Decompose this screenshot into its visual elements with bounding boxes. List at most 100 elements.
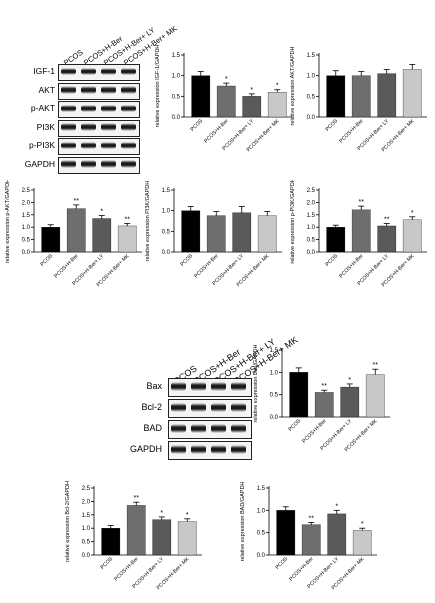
bar-pcos-h-ber-ly [340, 386, 360, 418]
blot-band [81, 67, 96, 76]
blot-band [61, 160, 76, 168]
chart-pi3k: relative expression PI3K/GAPDH 0.0 0.5 1.0 1… [145, 181, 282, 288]
blot-band [101, 86, 116, 94]
y-tick-label: 1.5 [307, 53, 316, 59]
y-tick-label: 1.0 [257, 508, 266, 514]
y-tick-label: 0.0 [270, 415, 279, 421]
blot-row-label-bax: Bax [146, 381, 162, 391]
blot-strip-akt [58, 82, 140, 100]
x-tick-label-pcos-h-ber: PCOS+H-Ber [113, 556, 140, 583]
chart-akt: relative expression AKT/GAPDH 0.0 0.5 1.0 1.… [290, 47, 427, 153]
x-tick-label-pcos-h-ber: PCOS+H-Ber [288, 556, 315, 583]
x-tick-label-pcos: PCOS [40, 253, 55, 268]
y-tick-label: 0.0 [307, 115, 316, 121]
blot-strip-pi3k [58, 119, 140, 137]
significance-marker: * [186, 512, 189, 519]
blot-band [121, 104, 136, 113]
blot-row-label-gapdh: GAPDH [129, 444, 162, 454]
y-axis-label: relative expression IGF-1/GAPDH [155, 45, 161, 127]
blot-row-label-akt: AKT [38, 84, 55, 95]
significance-marker: * [250, 87, 253, 94]
bar-pcos-h-ber [66, 208, 86, 253]
bar-pcos-h-ber-mk [402, 219, 422, 253]
bar-pcos-h-ber-mk [257, 215, 277, 253]
blot-band [191, 445, 206, 454]
y-tick-label: 1.0 [307, 225, 316, 231]
y-tick-label: 2.0 [307, 200, 316, 206]
blot-band [231, 403, 246, 412]
blot-row-label-gapdh: GAPDH [24, 158, 55, 169]
significance-marker: * [411, 210, 414, 217]
x-tick-label-pcos-h-ber: PCOS+H-Ber [338, 253, 365, 280]
y-tick-label: 1.5 [270, 348, 279, 354]
y-tick-label: 1.0 [82, 526, 91, 532]
blot-row-label-bcl-2: Bcl-2 [141, 402, 162, 412]
significance-marker: ** [74, 198, 80, 205]
bar-pcos-h-ber-mk [177, 521, 197, 556]
y-tick-label: 1.5 [172, 53, 181, 59]
y-axis-label: relative expression p-PI3K/GAPDH [290, 180, 296, 264]
y-tick-label: 2.5 [22, 188, 31, 194]
blot-row-label-bad: BAD [143, 423, 162, 433]
blot-band [101, 67, 116, 76]
significance-marker: ** [359, 199, 365, 206]
bar-pcos-h-ber-ly [232, 212, 252, 253]
y-tick-label: 1.0 [162, 209, 171, 215]
y-axis-label: relative expression p-AKT/GAPDH [5, 180, 11, 263]
bar-pcos-h-ber-mk [117, 225, 137, 253]
bar-pcos-h-ber [301, 524, 321, 556]
bar-pcos-h-ber [216, 85, 236, 118]
significance-marker: * [348, 377, 351, 384]
bar-pcos-h-ber-mk [267, 92, 287, 118]
blot-band [231, 382, 246, 391]
y-tick-label: 2.0 [22, 200, 31, 206]
blot-strip-igf-1 [58, 64, 140, 81]
y-tick-label: 2.5 [82, 486, 91, 492]
y-tick-label: 0.0 [257, 553, 266, 559]
y-tick-label: 0.5 [22, 238, 31, 244]
y-tick-label: 1.0 [172, 74, 181, 80]
bar-pcos [276, 510, 296, 556]
blot-row-label-pi3k: PI3K [36, 121, 55, 132]
bar-pcos-h-ber-ly [152, 519, 172, 556]
blot-band [61, 123, 76, 131]
chart-bcl2: relative expression Bcl-2/GAPDH 0.0 0.5 1.0… [65, 481, 202, 591]
blot-strip-p-akt [58, 101, 140, 118]
significance-marker: ** [373, 362, 379, 369]
bar-pcos [289, 372, 309, 418]
blot-band [121, 160, 136, 168]
significance-marker: * [160, 510, 163, 517]
y-tick-label: 2.0 [82, 499, 91, 505]
western-blot-bottom: PCOS PCOS+H-Ber PCOS+H-Ber+ LY PCOS+H-Ber+ … [120, 320, 300, 470]
blot-row-label-p-akt: p-AKT [30, 103, 55, 114]
x-tick-label-pcos: PCOS [325, 118, 340, 133]
blot-row-label-igf-1: IGF-1 [33, 66, 55, 77]
x-tick-label-pcos: PCOS [180, 253, 195, 268]
blot-band [101, 160, 116, 168]
y-tick-label: 0.0 [82, 553, 91, 559]
x-tick-label-pcos: PCOS [190, 118, 205, 133]
chart-bad: relative expression BAD/GAPDH 0.0 0.5 1.0 1.… [240, 482, 377, 591]
bar-pcos-h-ber-mk [402, 69, 422, 118]
bar-pcos-h-ber-ly [92, 218, 112, 253]
chart-p-akt: relative expression p-AKT/GAPDH 0.0 0.5 1.0… [5, 180, 142, 288]
y-tick-label: 0.0 [162, 250, 171, 256]
y-tick-label: 0.5 [257, 531, 266, 537]
y-tick-label: 0.5 [162, 229, 171, 235]
blot-strip-gapdh [168, 441, 252, 460]
significance-marker: * [225, 76, 228, 83]
bar-pcos [326, 227, 346, 253]
x-tick-label-pcos-h-ber: PCOS+H-Ber [203, 118, 230, 145]
blot-band [171, 445, 186, 454]
y-axis-label: relative expression BAD/GAPDH [240, 482, 246, 562]
bar-pcos-h-ber-mk [365, 374, 385, 418]
blot-band [101, 123, 116, 131]
significance-marker: ** [384, 216, 390, 223]
y-tick-label: 1.5 [307, 213, 316, 219]
significance-marker: ** [125, 216, 131, 223]
blot-row-label-p-pi3k: p-PI3K [29, 140, 55, 151]
blot-band [101, 104, 116, 113]
bar-pcos [181, 210, 201, 253]
y-tick-label: 1.5 [257, 486, 266, 492]
blot-band [211, 424, 226, 433]
